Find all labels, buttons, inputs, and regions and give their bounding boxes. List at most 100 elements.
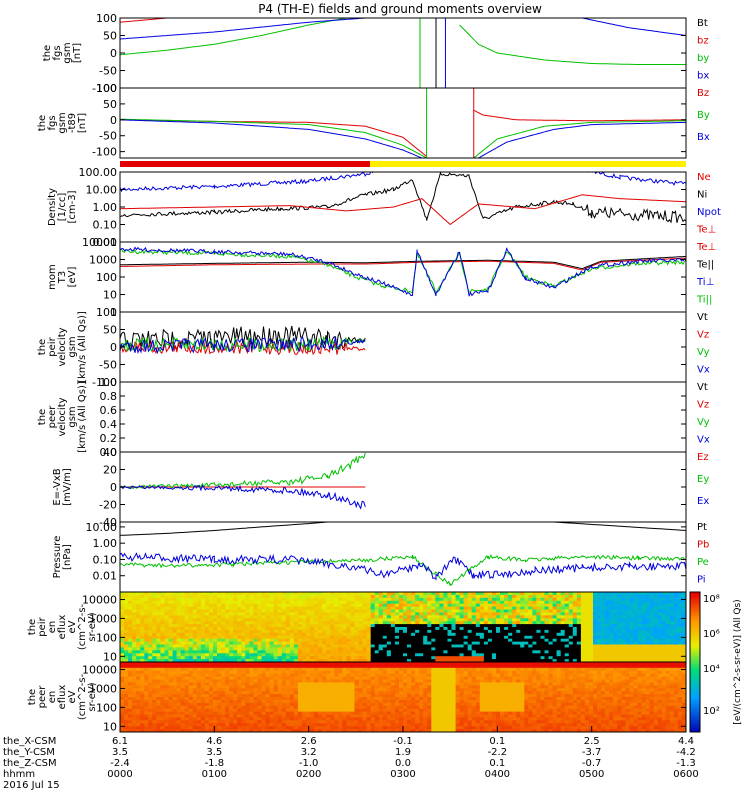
spectrogram-cell	[390, 726, 396, 730]
spectrogram-cell	[439, 609, 444, 613]
spectrogram-cell	[269, 679, 275, 683]
spectrogram-cell	[394, 667, 400, 672]
spectrogram-cell	[617, 653, 622, 657]
spectrogram-cell	[322, 624, 327, 628]
spectrogram-cell	[540, 606, 545, 610]
spectrogram-cell	[528, 653, 533, 657]
spectrogram-cell	[350, 720, 355, 724]
spectrogram-cell	[233, 615, 238, 619]
spectrogram-cell	[524, 603, 529, 608]
spectrogram-cell	[314, 699, 319, 704]
spectrogram-cell	[144, 644, 149, 648]
spectrogram-cell	[661, 635, 667, 640]
spectrogram-cell	[192, 670, 198, 675]
spectrogram-cell	[204, 600, 210, 605]
spectrogram-cell	[633, 624, 638, 628]
spectrogram-cell	[140, 618, 145, 622]
spectrogram-cell	[120, 594, 125, 599]
spectrogram-cell	[285, 662, 291, 666]
spectrogram-cell	[124, 615, 129, 619]
spectrogram-cell	[399, 600, 404, 605]
spectrogram-cell	[326, 679, 331, 683]
spectrogram-cell	[682, 621, 687, 625]
spectrogram-cell	[617, 609, 622, 613]
spectrogram-cell	[314, 714, 319, 718]
spectrogram-cell	[447, 653, 452, 657]
spectrogram-cell	[253, 685, 258, 689]
spectrogram-cell	[346, 702, 351, 707]
spectrogram-cell	[128, 632, 133, 637]
spectrogram-cell	[496, 592, 501, 596]
spectrogram-cell	[200, 662, 206, 666]
spectrogram-cell	[427, 627, 432, 631]
spectrogram-cell	[128, 644, 133, 648]
spectrogram-cell	[637, 609, 642, 613]
spectrogram-cell	[382, 653, 388, 657]
spectrogram-cell	[172, 603, 178, 608]
spectrogram-cell	[649, 656, 655, 660]
spectrogram-cell	[293, 720, 299, 724]
spectrogram-cell	[378, 694, 384, 698]
spectrogram-cell	[382, 679, 388, 683]
spectrogram-cell	[403, 647, 408, 651]
spectrogram-cell	[390, 714, 396, 718]
spectrogram-cell	[334, 682, 339, 686]
spectrogram-cell	[221, 597, 226, 602]
spectrogram-cell	[196, 691, 202, 695]
spectrogram-cell	[605, 624, 610, 628]
spectrogram-cell	[673, 621, 679, 625]
spectrogram-cell	[556, 594, 562, 599]
spectrogram-cell	[609, 603, 614, 608]
spectrogram-cell	[261, 691, 266, 695]
spectrogram-cell	[528, 597, 533, 602]
spectrogram-cell	[609, 650, 614, 654]
spectrogram-cell	[245, 682, 250, 686]
spectrogram-cell	[350, 682, 355, 686]
spectrogram-cell	[609, 600, 614, 605]
spectrogram-cell	[374, 711, 380, 715]
spectrogram-cell	[641, 609, 646, 613]
spectrogram-cell	[310, 629, 315, 634]
spectrogram-cell	[540, 609, 545, 613]
spectrogram-cell	[463, 592, 469, 596]
spectrogram-cell	[168, 659, 173, 663]
spectrogram-cell	[144, 632, 149, 637]
spectrogram-cell	[208, 717, 214, 721]
spectrogram-cell	[597, 650, 602, 654]
spectrogram-cell	[326, 653, 331, 657]
spectrogram-cell	[301, 673, 307, 678]
spectrogram-cell	[641, 656, 646, 660]
spectrogram-cell	[528, 644, 533, 648]
spectrogram-cell	[204, 612, 210, 616]
spectrogram-cell	[225, 618, 230, 622]
spectrogram-cell	[564, 615, 570, 619]
spectrogram-cell	[168, 600, 173, 605]
spectrogram-cell	[617, 647, 622, 651]
spectrogram-cell	[180, 659, 186, 663]
spectrogram-cell	[180, 664, 186, 669]
spectrogram-cell	[140, 659, 145, 663]
spectrogram-cell	[584, 644, 590, 648]
spectrogram-cell	[281, 720, 287, 724]
spectrogram-cell	[378, 726, 384, 730]
spectrogram-cell	[306, 673, 311, 678]
spectrogram-cell	[508, 627, 513, 631]
spectrogram-cell	[479, 612, 485, 616]
spectrogram-cell	[136, 699, 141, 704]
spectrogram-cell	[423, 632, 428, 637]
spectrogram-cell	[354, 720, 359, 724]
spectrogram-cell	[366, 685, 372, 689]
spectrogram-cell	[281, 667, 287, 672]
spectrogram-cell	[249, 699, 254, 704]
spectrogram-cell	[435, 606, 440, 610]
spectrogram-cell	[253, 697, 258, 701]
spectrogram-cell	[172, 629, 178, 634]
spectrogram-cell	[213, 615, 218, 619]
spectrogram-cell	[386, 618, 392, 622]
spectrogram-cell	[516, 621, 521, 625]
spectrogram-cell	[326, 609, 331, 613]
spectrogram-cell	[491, 641, 497, 645]
spectrogram-cell	[306, 717, 311, 721]
spectrogram-cell	[265, 612, 270, 616]
